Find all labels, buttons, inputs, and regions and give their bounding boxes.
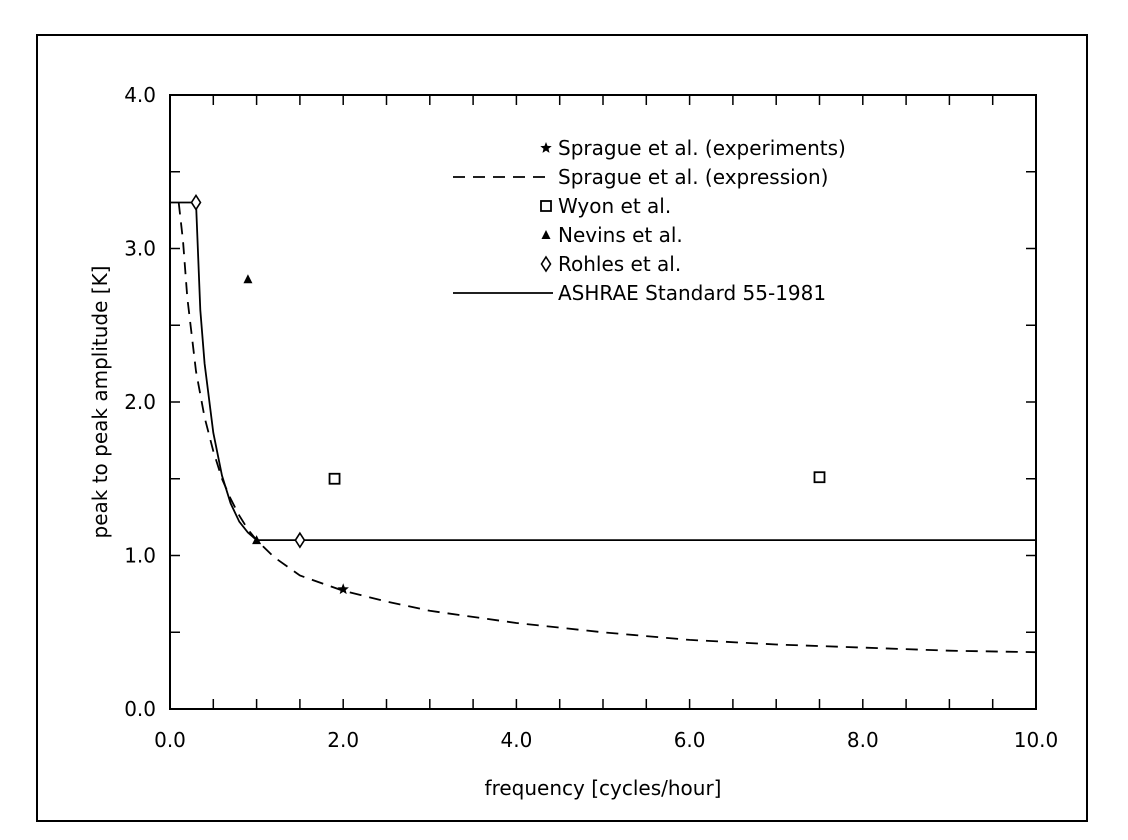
sprague-expression-line	[177, 202, 1037, 654]
x-tick-label: 0.0	[154, 728, 186, 752]
star-marker	[337, 583, 349, 595]
legend-label: Wyon et al.	[558, 194, 671, 218]
outer-frame	[36, 34, 1088, 822]
y-tick-label: 2.0	[124, 390, 156, 414]
x-axis-label: frequency [cycles/hour]	[485, 776, 722, 800]
x-tick-labels: 0.0 2.0 4.0 6.0 8.0 10.0	[154, 728, 1058, 752]
axis-ticks	[169, 94, 1037, 710]
x-tick-label: 8.0	[847, 728, 879, 752]
triangle-marker	[243, 274, 253, 284]
legend-triangle-marker	[541, 230, 551, 239]
y-tick-label: 0.0	[124, 697, 156, 721]
ashrae-standard-line	[170, 201, 1036, 541]
legend-label: Rohles et al.	[558, 252, 681, 276]
y-tick-label: 4.0	[124, 83, 156, 107]
series-lines	[170, 201, 1037, 654]
square-marker	[328, 472, 341, 485]
legend-label: ASHRAE Standard 55-1981	[558, 281, 826, 305]
legend-label: Sprague et al. (experiments)	[558, 136, 846, 160]
square-marker	[813, 471, 826, 484]
triangle-marker	[252, 535, 262, 545]
legend-diamond-marker	[540, 255, 552, 273]
legend-label: Nevins et al.	[558, 223, 683, 247]
legend-square-marker	[540, 200, 552, 212]
y-tick-label: 1.0	[124, 544, 156, 568]
diamond-marker	[190, 193, 202, 211]
diamond-marker	[294, 531, 306, 549]
series-markers	[190, 193, 826, 595]
y-tick-labels: 0.0 1.0 2.0 3.0 4.0	[124, 83, 156, 721]
legend-star-marker	[540, 142, 552, 153]
x-tick-label: 4.0	[500, 728, 532, 752]
legend: Sprague et al. (experiments) Sprague et a…	[453, 136, 846, 305]
legend-label: Sprague et al. (expression)	[558, 165, 828, 189]
y-axis-label: peak to peak amplitude [K]	[88, 266, 112, 539]
x-tick-label: 10.0	[1014, 728, 1059, 752]
x-tick-label: 2.0	[327, 728, 359, 752]
y-tick-label: 3.0	[124, 237, 156, 261]
x-tick-label: 6.0	[674, 728, 706, 752]
